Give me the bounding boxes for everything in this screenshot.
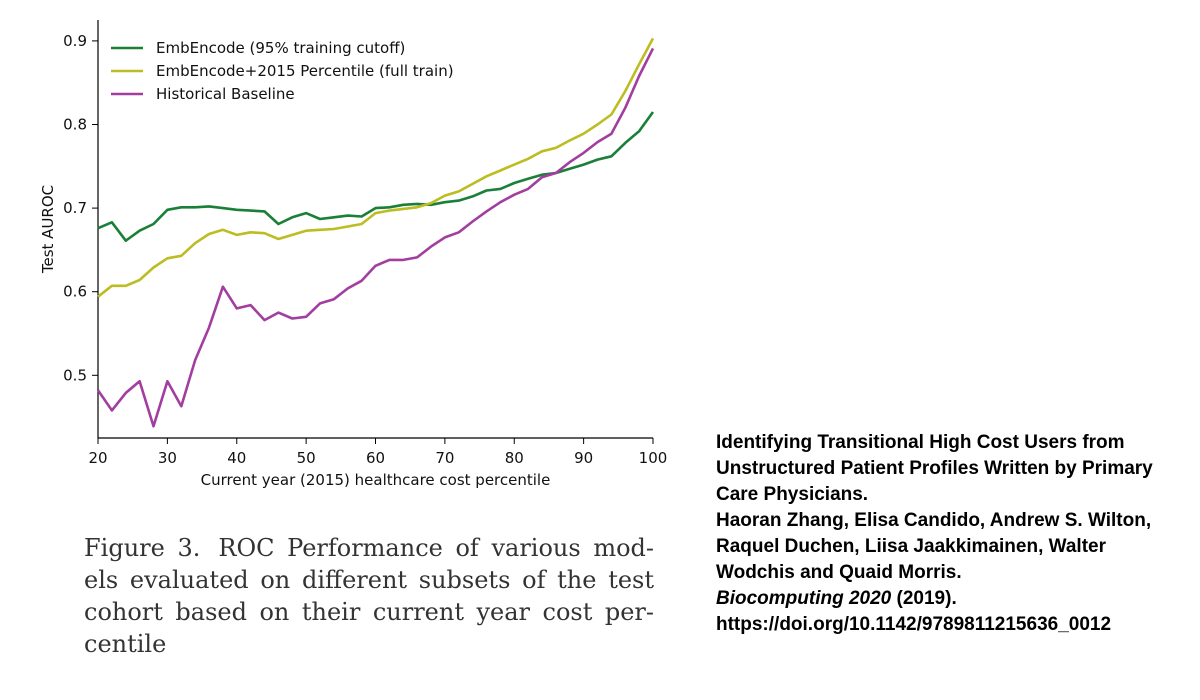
citation-doi: https://doi.org/10.1142/9789811215636_00… [716,614,1112,635]
figure-caption-text: ROC Performance of various mod­els evalu… [84,534,655,658]
y-tick-label: 0.8 [63,116,87,134]
series-line-1 [97,111,655,242]
y-tick-label: 0.5 [63,366,87,384]
x-tick-label: 90 [574,449,593,467]
y-tick-label: 0.7 [63,199,87,217]
citation-journal: Biocomputing 2020 [716,588,892,609]
citation-authors-line-1: Haoran Zhang, Elisa Candido, Andrew S. W… [716,510,1152,531]
x-tick-label: 20 [88,449,107,467]
citation-title-line-1: Identifying Transitional High Cost Users… [716,432,1125,453]
y-tick-label: 0.9 [63,32,87,50]
citation-block: Identifying Transitional High Cost Users… [716,430,1186,638]
figure-caption: Figure 3. ROC Performance of various mod­… [84,532,654,660]
x-tick-label: 80 [505,449,524,467]
legend-label-1: EmbEncode (95% training cutoff) [156,39,405,57]
x-tick-label: 50 [297,449,316,467]
series-line-2 [97,37,655,298]
legend-label-2: EmbEncode+2015 Percentile (full train) [156,62,454,80]
citation-title-line-3: Care Physicians. [716,484,869,505]
x-tick-label: 30 [158,449,177,467]
citation-title-line-2: Unstructured Patient Profiles Written by… [716,458,1153,479]
roc-line-chart: 20 30 40 50 60 70 80 90 100 0.5 0.6 0.7 0.8 0.9 Curren… [39,20,668,489]
legend-label-3: Historical Baseline [156,85,295,103]
x-tick-label: 40 [227,449,246,467]
series-line-3 [96,47,655,428]
x-tick-label: 60 [366,449,385,467]
x-tick-label: 70 [435,449,454,467]
x-tick-label: 100 [639,449,668,467]
x-axis-title: Current year (2015) healthcare cost perc… [201,471,551,489]
citation-authors-line-2: Raquel Duchen, Liisa Jaakkimainen, Walte… [716,536,1106,557]
citation-journal-line: Biocomputing 2020 (2019). [716,586,1186,612]
y-tick-label: 0.6 [63,283,87,301]
figure-number: Figure 3. [84,534,201,562]
y-axis-title: Test AUROC [39,185,57,274]
citation-authors-line-3: Wodchis and Quaid Morris. [716,562,962,583]
citation-year: (2019). [896,588,957,609]
